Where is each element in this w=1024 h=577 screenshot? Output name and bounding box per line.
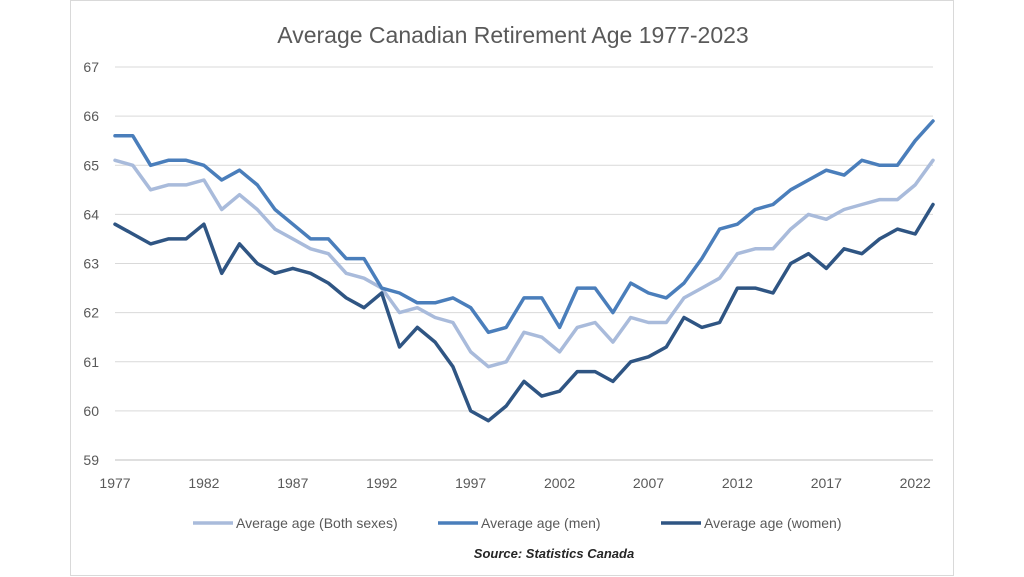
legend-label: Average age (Both sexes)	[236, 515, 398, 531]
x-tick-label: 2007	[633, 475, 664, 491]
y-tick-label: 67	[83, 59, 99, 75]
y-tick-label: 59	[83, 452, 99, 468]
y-tick-label: 64	[83, 206, 99, 222]
x-tick-label: 1982	[188, 475, 219, 491]
line-chart: Average Canadian Retirement Age 1977-202…	[83, 22, 935, 561]
y-tick-label: 63	[83, 256, 99, 272]
x-axis-ticks: 1977 1982 1987 1992 1997 2002 2007 2012 2017 2022	[99, 475, 931, 491]
x-tick-label: 1992	[366, 475, 397, 491]
y-tick-label: 66	[83, 108, 99, 124]
chart-container: Average Canadian Retirement Age 1977-202…	[70, 0, 954, 576]
series-line-3	[113, 202, 935, 423]
x-tick-label: 2022	[900, 475, 931, 491]
x-tick-label: 2012	[722, 475, 753, 491]
series-lines	[113, 119, 935, 423]
chart-title: Average Canadian Retirement Age 1977-202…	[277, 22, 748, 48]
legend-label: Average age (men)	[481, 515, 601, 531]
series-line-2	[113, 119, 935, 335]
x-tick-label: 2002	[544, 475, 575, 491]
y-tick-label: 65	[83, 157, 99, 173]
legend-label: Average age (women)	[704, 515, 841, 531]
gridlines	[115, 66, 933, 461]
y-tick-label: 61	[83, 354, 99, 370]
x-tick-label: 2017	[811, 475, 842, 491]
x-tick-label: 1977	[99, 475, 130, 491]
y-axis-ticks: 59 60 61 62 63 64 65 66 67	[83, 59, 99, 468]
series-line-1	[113, 158, 935, 369]
x-tick-label: 1997	[455, 475, 486, 491]
source-note: Source: Statistics Canada	[474, 546, 634, 561]
y-tick-label: 60	[83, 403, 99, 419]
y-tick-label: 62	[83, 305, 99, 321]
legend: Average age (Both sexes) Average age (men…	[193, 515, 841, 531]
x-tick-label: 1987	[277, 475, 308, 491]
